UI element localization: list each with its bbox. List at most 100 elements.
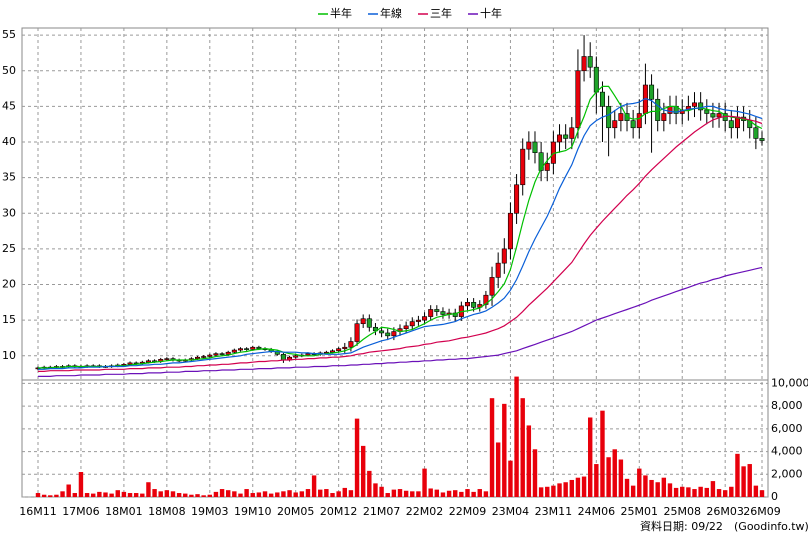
candle-body — [244, 348, 250, 350]
volume-bar — [189, 494, 194, 497]
x-tick-label: 23M04 — [492, 505, 530, 518]
candle-body — [532, 141, 538, 153]
volume-bar — [35, 493, 41, 497]
candle-body — [213, 353, 219, 356]
ma-line — [38, 85, 763, 369]
volume-bar — [268, 493, 274, 497]
y-tick-label: 20 — [2, 278, 16, 291]
volume-bar — [434, 489, 440, 497]
y2-tick-label: 4,000 — [771, 445, 803, 458]
candle-body — [415, 319, 421, 322]
volume-bar — [545, 486, 550, 497]
candle-body — [569, 127, 575, 139]
volume-bar — [520, 398, 525, 497]
ma-line — [38, 115, 763, 372]
legend-label: 十年 — [480, 6, 502, 20]
volume-bar — [164, 490, 170, 497]
candle-body — [434, 309, 440, 312]
volume-bar — [244, 489, 249, 497]
volume-bar — [741, 466, 746, 497]
candle-body — [587, 56, 593, 68]
volume-bar — [336, 491, 341, 497]
volume-bar — [735, 453, 740, 497]
volume-bar — [121, 491, 127, 497]
source: (Goodinfo.tw) — [734, 520, 808, 533]
x-tick-label: 17M06 — [62, 505, 100, 518]
candle-body — [452, 312, 458, 317]
volume-bar — [495, 442, 501, 497]
volume-bar — [569, 479, 575, 497]
y2-tick-label: 10,000 — [771, 376, 808, 389]
candle-body — [379, 330, 385, 334]
candle-body — [366, 318, 372, 328]
legend-label: 三年 — [430, 6, 452, 20]
volume-bar — [600, 410, 605, 497]
y-tick-label: 50 — [2, 64, 16, 77]
volume-bar — [225, 490, 231, 497]
candle-body — [201, 356, 207, 358]
volume-bar — [146, 482, 151, 497]
y-tick-label: 10 — [2, 349, 16, 362]
y-tick-label: 35 — [2, 171, 16, 184]
volume-bar — [637, 468, 642, 497]
x-tick-label: 20M12 — [320, 505, 358, 518]
volume-bar — [48, 495, 53, 497]
candle-body — [403, 325, 409, 329]
x-tick-label: 21M07 — [363, 505, 401, 518]
volume-bar — [109, 493, 114, 497]
volume-bar — [281, 491, 286, 497]
volume-bar — [704, 487, 709, 497]
candle-body — [716, 113, 722, 118]
volume-bar — [127, 493, 133, 497]
legend-label: 年線 — [380, 6, 402, 20]
x-tick-label: 22M09 — [449, 505, 487, 518]
candle-body — [759, 138, 765, 141]
candle-body — [305, 353, 311, 356]
volume-bar — [416, 491, 421, 497]
volume-bar — [391, 489, 397, 497]
candle-body — [256, 346, 262, 349]
candle-body — [685, 106, 691, 111]
candle-body — [195, 356, 201, 359]
volume-bar — [299, 491, 305, 497]
volume-bar — [133, 493, 139, 497]
y-tick-label: 25 — [2, 242, 16, 255]
volume-bar — [686, 487, 691, 497]
volume-bar — [551, 485, 556, 497]
y2-tick-label: 2,000 — [771, 467, 803, 480]
volume-bar — [722, 490, 728, 497]
volume-bar — [207, 494, 213, 497]
volume-bar — [753, 485, 759, 497]
candle-body — [225, 351, 231, 355]
volume-bar — [238, 493, 243, 497]
volume-bar — [587, 417, 593, 497]
volume-bar — [262, 491, 268, 497]
x-tick-label: 19M03 — [191, 505, 229, 518]
x-tick-label: 26M09 — [743, 505, 781, 518]
volume-bar — [140, 493, 145, 497]
volume-bar — [373, 483, 378, 497]
candle-body — [704, 109, 710, 114]
volume-bar — [232, 491, 237, 497]
legend-label: 半年 — [330, 6, 352, 20]
candle-body — [348, 341, 354, 348]
candle-body — [599, 91, 605, 107]
y-tick-label: 45 — [2, 99, 16, 112]
candle-body — [557, 134, 563, 143]
x-tick-label: 25M01 — [621, 505, 659, 518]
candle-body — [538, 152, 544, 171]
ma-line — [38, 97, 763, 370]
footer: 資料日期: 09/22 — [640, 519, 723, 533]
y2-tick-label: 6,000 — [771, 422, 803, 435]
volume-bar — [54, 494, 59, 497]
candle-body — [655, 98, 661, 121]
volume-bar — [318, 489, 323, 497]
volume-bar — [692, 489, 697, 497]
volume-bar — [183, 493, 188, 497]
candle-body — [489, 277, 495, 296]
volume-bar — [471, 491, 476, 497]
volume-bar — [489, 398, 495, 497]
volume-bar — [103, 492, 108, 497]
candle-body — [698, 102, 704, 111]
